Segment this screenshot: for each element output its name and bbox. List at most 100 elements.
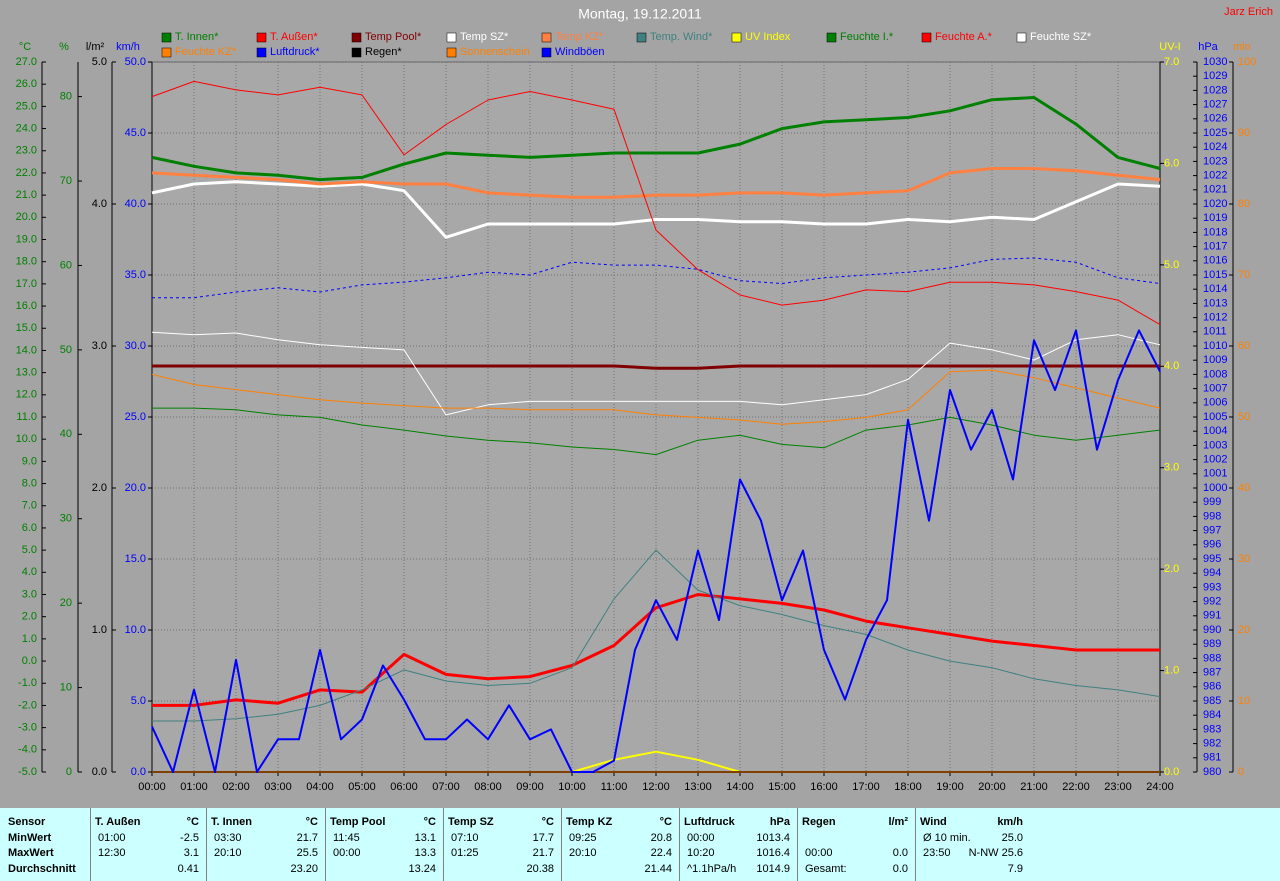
chart-title: Montag, 19.12.2011 — [578, 6, 702, 22]
y-tick-label: 20.0 — [16, 211, 37, 223]
y-tick-label: 2.0 — [22, 611, 37, 623]
y-tick-label: 6.0 — [22, 522, 37, 534]
column-unit: °C — [659, 816, 672, 828]
x-tick-label: 04:00 — [306, 781, 334, 793]
legend-swatch — [636, 32, 647, 43]
y-tick-label: 1016 — [1203, 255, 1227, 267]
legend-swatch — [351, 47, 362, 58]
legend-label: Feuchte KZ* — [175, 46, 237, 58]
y-tick-label: 1013 — [1203, 297, 1227, 309]
chart: Montag, 19.12.2011 Jarz Erich 00:00 01:00… — [16, 6, 1273, 793]
author: Jarz Erich — [1224, 6, 1273, 18]
legend-label: Temp SZ* — [460, 31, 509, 43]
x-tick-label: 03:00 — [264, 781, 292, 793]
column-separator — [325, 808, 326, 881]
column-unit: °C — [305, 816, 318, 828]
axis-title: km/h — [116, 41, 140, 53]
series-line — [152, 549, 1161, 722]
y-tick-label: 2.0 — [92, 482, 107, 494]
y-tick-label: 10.0 — [16, 433, 37, 445]
y-tick-label: 997 — [1203, 525, 1221, 537]
legend-swatch — [541, 47, 552, 58]
cell-time: 12:30 — [98, 847, 126, 859]
y-tick-label: 985 — [1203, 695, 1221, 707]
y-tick-label: 40 — [1238, 482, 1250, 494]
x-tick-label: 09:00 — [516, 781, 544, 793]
cell-value: 17.7 — [532, 832, 554, 844]
series-line — [151, 369, 1161, 425]
y-tick-label: 12.0 — [16, 389, 37, 401]
y-tick-label: 20 — [1238, 624, 1250, 636]
cell-time: ^1.1hPa/h — [687, 863, 737, 875]
row-label: MinWert — [8, 832, 52, 844]
cell-time: 00:00 — [805, 847, 833, 859]
x-tick-label: 10:00 — [558, 781, 586, 793]
axis-title: l/m² — [86, 41, 105, 53]
column-unit: hPa — [769, 816, 790, 828]
cell-value: 21.44 — [644, 863, 672, 875]
column-name: Wind — [920, 816, 947, 828]
table-header: Sensor — [8, 816, 46, 828]
x-tick-label: 12:00 — [642, 781, 670, 793]
y-tick-label: 10 — [60, 681, 72, 693]
legend-label: T. Innen* — [175, 31, 219, 43]
y-tick-label: 1003 — [1203, 439, 1227, 451]
column-separator — [206, 808, 207, 881]
y-tick-label: 0.0 — [1164, 766, 1179, 778]
y-tick-label: 5.0 — [131, 695, 146, 707]
y-tick-label: 80 — [1238, 198, 1250, 210]
y-tick-label: 60 — [1238, 340, 1250, 352]
x-tick-label: 07:00 — [432, 781, 460, 793]
statistics-table: Sensor MinWert MaxWert Durchschnitt T. Außen… — [0, 808, 1280, 881]
legend-label: Sonnenschein — [460, 46, 530, 58]
cell-value: 1016.4 — [756, 847, 790, 859]
column-separator — [90, 808, 91, 881]
y-tick-label: 7.0 — [1164, 56, 1179, 68]
column-unit: °C — [541, 816, 554, 828]
x-tick-label: 14:00 — [726, 781, 754, 793]
legend-label: Feuchte I.* — [840, 31, 894, 43]
y-tick-label: 996 — [1203, 539, 1221, 551]
cell-time: 23:50 — [923, 847, 951, 859]
y-tick-label: 1023 — [1203, 155, 1227, 167]
column-name: Regen — [802, 816, 836, 828]
y-tick-label: 1004 — [1203, 425, 1227, 437]
series-line — [152, 593, 1160, 707]
cell-value: 25.5 — [296, 847, 318, 859]
y-tick-label: -2.0 — [18, 699, 37, 711]
column-separator — [797, 808, 798, 881]
y-tick-label: 1030 — [1203, 56, 1227, 68]
y-tick-label: 15.0 — [16, 322, 37, 334]
row-label: MaxWert — [8, 847, 54, 859]
y-tick-label: 1027 — [1203, 99, 1227, 111]
y-tick-label: 18.0 — [16, 256, 37, 268]
column-unit: km/h — [997, 816, 1023, 828]
cell-time: Ø 10 min. — [923, 832, 971, 844]
y-tick-label: 0.0 — [131, 766, 146, 778]
y-tick-label: 1029 — [1203, 70, 1227, 82]
legend-label: T. Außen* — [270, 31, 318, 43]
x-tick-label: 23:00 — [1104, 781, 1132, 793]
y-tick-label: 30 — [60, 513, 72, 525]
y-tick-label: 1010 — [1203, 340, 1227, 352]
y-tick-label: 994 — [1203, 567, 1221, 579]
y-tick-label: 0.0 — [22, 655, 37, 667]
y-tick-label: 1014 — [1203, 283, 1227, 295]
axis-title: min — [1233, 41, 1251, 53]
y-tick-label: 6.0 — [1164, 157, 1179, 169]
y-tick-label: 995 — [1203, 553, 1221, 565]
column-unit: °C — [186, 816, 199, 828]
cell-time: 01:25 — [451, 847, 479, 859]
cell-value: 20.38 — [526, 863, 554, 875]
cell-value: 0.0 — [892, 863, 908, 875]
x-tick-label: 00:00 — [138, 781, 166, 793]
x-tick-label: 15:00 — [768, 781, 796, 793]
y-tick-label: 40.0 — [125, 198, 146, 210]
cell-value: 0.41 — [177, 863, 199, 875]
legend-label: Temp KZ* — [555, 31, 604, 43]
y-tick-label: 1017 — [1203, 241, 1227, 253]
cell-value: N-NW 25.6 — [968, 847, 1023, 859]
y-tick-label: 5.0 — [92, 56, 107, 68]
y-tick-label: 50.0 — [125, 56, 146, 68]
legend-label: Feuchte A.* — [935, 31, 993, 43]
